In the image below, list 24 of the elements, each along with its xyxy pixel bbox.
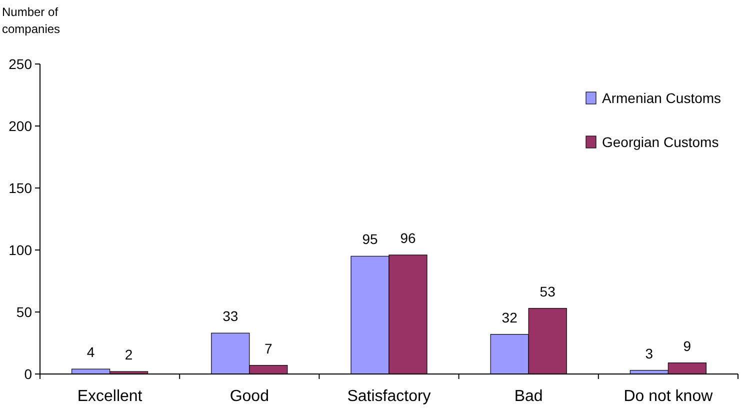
x-tick-label: Bad: [514, 388, 543, 405]
data-label: 2: [124, 346, 133, 363]
data-label: 95: [362, 231, 378, 248]
data-label: 33: [222, 308, 238, 324]
legend-label: Armenian Customs: [602, 90, 722, 106]
data-label: 96: [400, 230, 416, 246]
y-tick-label: 100: [8, 242, 32, 258]
y-tick-label: 50: [16, 304, 32, 320]
y-tick-label: 150: [8, 180, 32, 196]
data-label: 4: [86, 344, 95, 360]
x-tick-label: Satisfactory: [347, 388, 431, 405]
y-tick-label: 200: [8, 118, 32, 134]
data-label: 32: [502, 309, 518, 326]
x-tick-label: Excellent: [77, 388, 143, 405]
data-label: 53: [540, 283, 556, 300]
y-tick-label: 250: [8, 56, 32, 72]
y-tick-label: 0: [24, 366, 32, 382]
x-tick-label: Good: [230, 388, 269, 405]
data-label: 9: [683, 338, 692, 354]
x-tick-label: Do not know: [624, 388, 714, 405]
data-label: 3: [645, 345, 654, 362]
data-label: 7: [264, 340, 272, 356]
y-axis-title: Number of companies: [2, 5, 60, 36]
legend-label: Georgian Customs: [602, 134, 719, 150]
